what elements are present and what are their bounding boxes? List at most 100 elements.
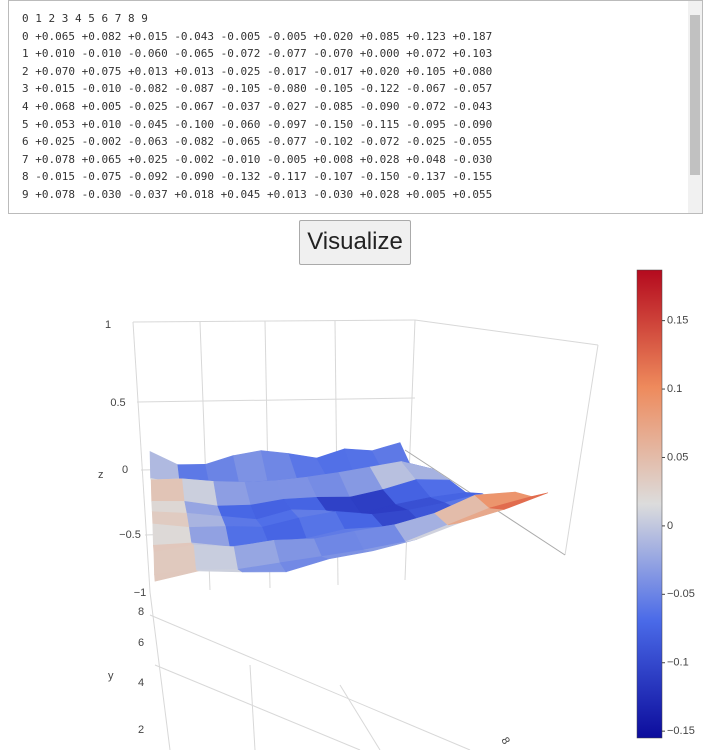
cell: +0.013	[127, 64, 168, 78]
colorbar-tick-label: −0.15	[667, 725, 695, 737]
cell: -0.005	[267, 152, 307, 166]
cell: -0.030	[313, 187, 354, 201]
box-edge	[149, 591, 171, 750]
cell: -0.122	[359, 82, 400, 96]
cell: -0.080	[267, 82, 307, 96]
cell: -0.065	[174, 47, 215, 61]
cell: -0.077	[267, 47, 307, 61]
cell: -0.027	[267, 99, 307, 113]
header-line: 0 1 2 3 4 5 6 7 8 9	[22, 12, 148, 25]
cell: +0.045	[220, 187, 261, 201]
cell: +0.048	[406, 152, 446, 166]
grid-line	[339, 684, 381, 750]
cell: +0.187	[452, 29, 493, 43]
cell: -0.072	[359, 135, 400, 149]
cell: +0.072	[406, 47, 446, 61]
cell: +0.065	[35, 29, 75, 43]
z-tick-label: −1	[134, 587, 147, 599]
textarea[interactable]: 0 1 2 3 4 5 6 7 8 9 0 +0.065 +0.082 +0.015 -0…	[8, 0, 703, 214]
cell: -0.025	[406, 135, 446, 149]
y-tick-label: 8	[138, 606, 144, 618]
colorbar-tick-label: 0.15	[667, 315, 688, 327]
cell: -0.030	[81, 187, 122, 201]
row-label: 5	[22, 117, 29, 131]
z-tick-label: 0.5	[110, 397, 125, 409]
cell: +0.000	[359, 47, 400, 61]
cell: -0.025	[220, 64, 261, 78]
cell: +0.068	[35, 99, 75, 113]
cell: +0.078	[35, 187, 75, 201]
cell: +0.055	[452, 187, 493, 201]
cell: -0.077	[267, 135, 307, 149]
cell: -0.063	[127, 135, 168, 149]
cell: -0.015	[35, 170, 75, 184]
cell: +0.085	[359, 29, 400, 43]
cell: -0.097	[267, 117, 307, 131]
cell: -0.137	[406, 170, 446, 184]
surface-plot: 0.15 0.1 0.05 0 −0.05 −0.1 −0.15 1 0.5 0 −0.5 −1 z 8 6…	[98, 269, 695, 750]
cell: -0.017	[313, 64, 354, 78]
visualize-button[interactable]: Visualize	[299, 220, 411, 265]
cell: +0.020	[313, 29, 354, 43]
surface-patch	[196, 569, 244, 573]
y-tick-label: 4	[138, 677, 144, 689]
cell: +0.010	[81, 117, 122, 131]
row-label: 7	[22, 152, 29, 166]
cell: -0.100	[174, 117, 215, 131]
colorbar-tick-label: 0.1	[667, 383, 682, 395]
cell: -0.082	[174, 135, 215, 149]
y-axis-title: y	[108, 670, 114, 682]
cell: -0.045	[127, 117, 168, 131]
cell: +0.028	[359, 187, 400, 201]
grid-line	[149, 614, 471, 750]
cell: -0.002	[81, 135, 122, 149]
data-line: 0 +0.065 +0.082 +0.015 -0.043 -0.005 -0.005 +0.…	[22, 28, 499, 46]
cell: -0.060	[220, 117, 261, 131]
surface-patch	[152, 523, 193, 546]
cell: -0.055	[452, 135, 493, 149]
cell: +0.053	[35, 117, 75, 131]
cell: -0.037	[127, 187, 168, 201]
cell: -0.070	[313, 47, 354, 61]
colorbar-tick-label: 0	[667, 520, 673, 532]
scrollbar[interactable]	[688, 1, 702, 213]
data-line: 2 +0.070 +0.075 +0.013 +0.013 -0.025 -0.017 -0.…	[22, 63, 499, 81]
z-axis-title: z	[98, 469, 104, 481]
data-line: 8 -0.015 -0.075 -0.092 -0.090 -0.132 -0.117 -0.…	[22, 168, 499, 186]
cell: +0.080	[452, 64, 493, 78]
colorbar-tick-label: −0.05	[667, 588, 695, 600]
cell: -0.090	[174, 170, 215, 184]
cell: +0.025	[127, 152, 168, 166]
cell: -0.060	[127, 47, 168, 61]
cell: -0.043	[174, 29, 215, 43]
cell: -0.117	[267, 170, 307, 184]
box-edge	[132, 321, 151, 593]
cell: -0.090	[452, 117, 493, 131]
cell: +0.070	[35, 64, 75, 78]
cell: -0.067	[174, 99, 215, 113]
box-edge	[414, 319, 599, 346]
cell: -0.067	[406, 82, 446, 96]
box-edge	[564, 344, 599, 556]
cell: +0.075	[81, 64, 122, 78]
cell: +0.015	[35, 82, 75, 96]
scroll-thumb[interactable]	[690, 15, 700, 175]
cell: -0.150	[359, 170, 400, 184]
cell: -0.107	[313, 170, 354, 184]
colorbar-tick-label: 0.05	[667, 451, 688, 463]
cell: -0.115	[359, 117, 400, 131]
cell: -0.155	[452, 170, 493, 184]
cell: -0.043	[452, 99, 493, 113]
surface-patch	[151, 500, 188, 514]
colorbar-tick-label: −0.1	[667, 657, 689, 669]
cell: -0.090	[359, 99, 400, 113]
cell: +0.065	[81, 152, 122, 166]
cell: -0.025	[127, 99, 168, 113]
cell: -0.132	[220, 170, 261, 184]
cell: -0.105	[313, 82, 354, 96]
cell: -0.057	[452, 82, 493, 96]
cell: -0.095	[406, 117, 446, 131]
cell: +0.015	[127, 29, 168, 43]
cell: +0.018	[174, 187, 215, 201]
cell: +0.103	[452, 47, 493, 61]
